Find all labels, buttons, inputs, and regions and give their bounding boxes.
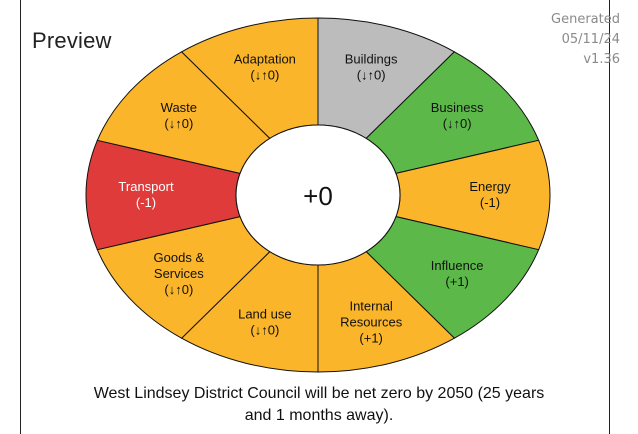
segment-label-line: (↓↑0) — [250, 67, 279, 82]
generated-label: Generated — [551, 12, 620, 27]
segment-label-line: Buildings — [345, 51, 398, 66]
generated-version: v1.36 — [583, 52, 620, 67]
segment-label-line: (+1) — [359, 331, 382, 346]
segment-label-line: Services — [154, 266, 204, 281]
statement-line-1: West Lindsey District Council will be ne… — [93, 385, 545, 402]
page-title: Preview — [32, 28, 112, 53]
segment-label-buildings: Buildings (↓↑0) — [345, 51, 398, 82]
segment-label-land-use: Land use (↓↑0) — [238, 307, 292, 338]
segment-label-line: Goods & — [154, 250, 205, 265]
segment-label-line: (+1) — [445, 274, 468, 289]
segment-label-line: Business — [431, 100, 484, 115]
statement-line-2: and 1 months away). — [244, 407, 394, 424]
segment-label-adaptation: Adaptation (↓↑0) — [234, 51, 296, 82]
segment-label-line: Transport — [118, 179, 174, 194]
segment-label-goods: Goods & Services (↓↑0) — [154, 250, 205, 297]
segment-label-internal: Internal Resources (+1) — [340, 299, 403, 346]
segment-label-line: Waste — [161, 100, 197, 115]
generated-info: Generated 05/11/24 v1.36 — [551, 10, 620, 70]
net-zero-wheel: Buildings (↓↑0)Business (↓↑0)Energy (-1)Inf… — [85, 17, 551, 373]
center-score: +0 — [303, 181, 333, 211]
segment-label-line: Internal — [349, 299, 392, 314]
wheel-labels: Buildings (↓↑0)Business (↓↑0)Energy (-1)Inf… — [118, 51, 511, 345]
segment-label-line: (↓↑0) — [250, 323, 279, 338]
center-circle — [235, 124, 401, 266]
segment-label-line: Influence — [431, 258, 484, 273]
segment-label-line: (↓↑0) — [164, 282, 193, 297]
segment-label-line: (↓↑0) — [443, 116, 472, 131]
segment-label-influence: Influence (+1) — [431, 258, 484, 289]
generated-date: 05/11/24 — [561, 32, 620, 47]
segment-label-line: (↓↑0) — [357, 67, 386, 82]
segment-label-energy: Energy (-1) — [469, 179, 511, 210]
segment-label-line: Energy — [469, 179, 511, 194]
segment-label-line: (-1) — [136, 195, 156, 210]
segment-label-line: (↓↑0) — [164, 116, 193, 131]
segment-label-business: Business (↓↑0) — [431, 100, 484, 131]
segment-label-line: (-1) — [480, 195, 500, 210]
segment-label-transport: Transport (-1) — [118, 179, 174, 210]
segment-label-waste: Waste (↓↑0) — [161, 100, 197, 131]
preview-frame — [20, 0, 610, 434]
net-zero-statement: West Lindsey District Council will be ne… — [20, 383, 618, 427]
segment-label-line: Land use — [238, 307, 292, 322]
segment-label-line: Resources — [340, 315, 403, 330]
segment-label-line: Adaptation — [234, 51, 296, 66]
